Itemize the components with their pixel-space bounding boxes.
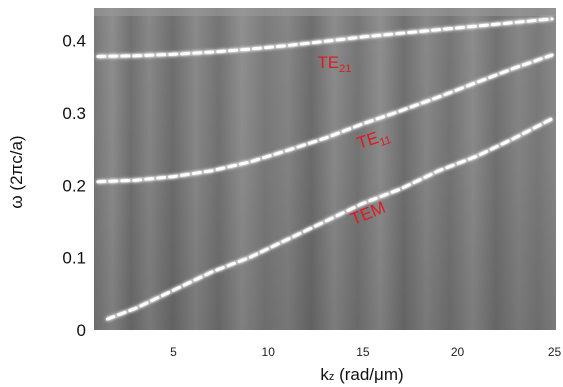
y-axis-label: ω (2πc/a) (7, 135, 26, 208)
x-axis-label-main: k (320, 365, 329, 384)
plot-area (94, 8, 556, 330)
x-axis-label-sub: z (329, 371, 335, 383)
mode-band-line (105, 117, 554, 321)
x-tick-label: 25 (548, 345, 562, 359)
x-tick-label: 15 (356, 345, 370, 359)
x-tick-label: 5 (170, 345, 177, 359)
x-axis-label: kz (rad/μm) (320, 365, 403, 384)
mode-label-sub: 21 (339, 63, 351, 75)
mode-label: TE21 (317, 53, 351, 75)
y-axis-ticks: 0 0.1 0.2 0.3 0.4 (62, 32, 86, 340)
mode-band-line (96, 53, 554, 184)
y-tick-label: 0.3 (62, 104, 86, 123)
y-tick-label: 0 (77, 321, 86, 340)
x-tick-label: 20 (451, 345, 465, 359)
mode-bands (96, 16, 554, 322)
x-tick-label: 10 (262, 345, 276, 359)
y-tick-label: 0.2 (62, 176, 86, 195)
x-axis-label-rest: (rad/μm) (334, 365, 403, 384)
mode-label-main: TE (317, 53, 339, 72)
mode-band-line (96, 17, 554, 58)
intensity-map-shade (94, 8, 556, 330)
y-tick-label: 0.1 (62, 249, 86, 268)
top-bright-band (94, 8, 556, 16)
mode-label-sub: 11 (378, 134, 393, 149)
x-axis-ticks: 5 10 15 20 25 (170, 345, 561, 359)
y-tick-label: 0.4 (62, 32, 86, 51)
